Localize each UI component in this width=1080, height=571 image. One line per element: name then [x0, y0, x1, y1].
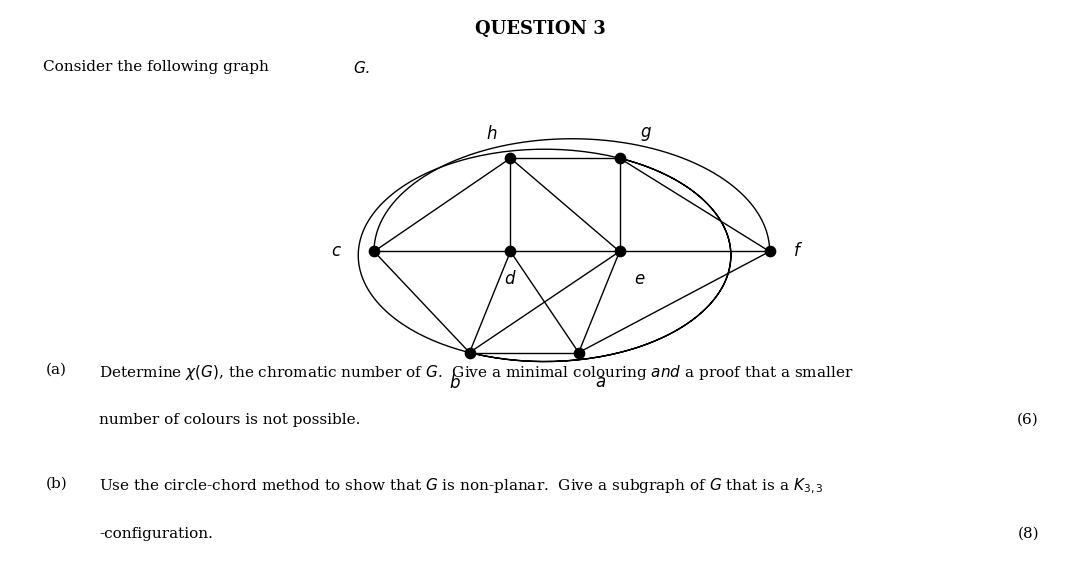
Point [502, 247, 519, 256]
Text: (a): (a) [45, 363, 66, 377]
Text: $\mathit{h}$: $\mathit{h}$ [486, 125, 497, 143]
Text: $\mathit{c}$: $\mathit{c}$ [332, 243, 342, 260]
Point [570, 348, 588, 357]
Text: Use the circle-chord method to show that $G$ is non-planar.  Give a subgraph of : Use the circle-chord method to show that… [99, 477, 824, 496]
Text: (8): (8) [1017, 527, 1039, 541]
Text: $\mathit{b}$: $\mathit{b}$ [448, 374, 460, 392]
Text: number of colours is not possible.: number of colours is not possible. [99, 413, 361, 427]
Point [611, 247, 629, 256]
Text: Consider the following graph: Consider the following graph [43, 60, 274, 74]
Text: -configuration.: -configuration. [99, 527, 213, 541]
Text: $\mathit{e}$: $\mathit{e}$ [634, 271, 646, 288]
Text: (6): (6) [1017, 413, 1039, 427]
Text: $\mathit{a}$: $\mathit{a}$ [595, 375, 606, 391]
Text: Determine $\chi(G)$, the chromatic number of $G$.  Give a minimal colouring $\ma: Determine $\chi(G)$, the chromatic numbe… [99, 363, 854, 381]
Point [502, 154, 519, 163]
Text: QUESTION 3: QUESTION 3 [474, 20, 606, 38]
Text: $\mathit{f}$: $\mathit{f}$ [794, 243, 804, 260]
Text: $G$.: $G$. [353, 60, 370, 76]
Text: $\mathit{g}$: $\mathit{g}$ [639, 125, 651, 143]
Point [461, 348, 478, 357]
Point [611, 154, 629, 163]
Point [365, 247, 382, 256]
Text: (b): (b) [45, 477, 67, 491]
Text: $\mathit{d}$: $\mathit{d}$ [504, 271, 516, 288]
Point [761, 247, 779, 256]
